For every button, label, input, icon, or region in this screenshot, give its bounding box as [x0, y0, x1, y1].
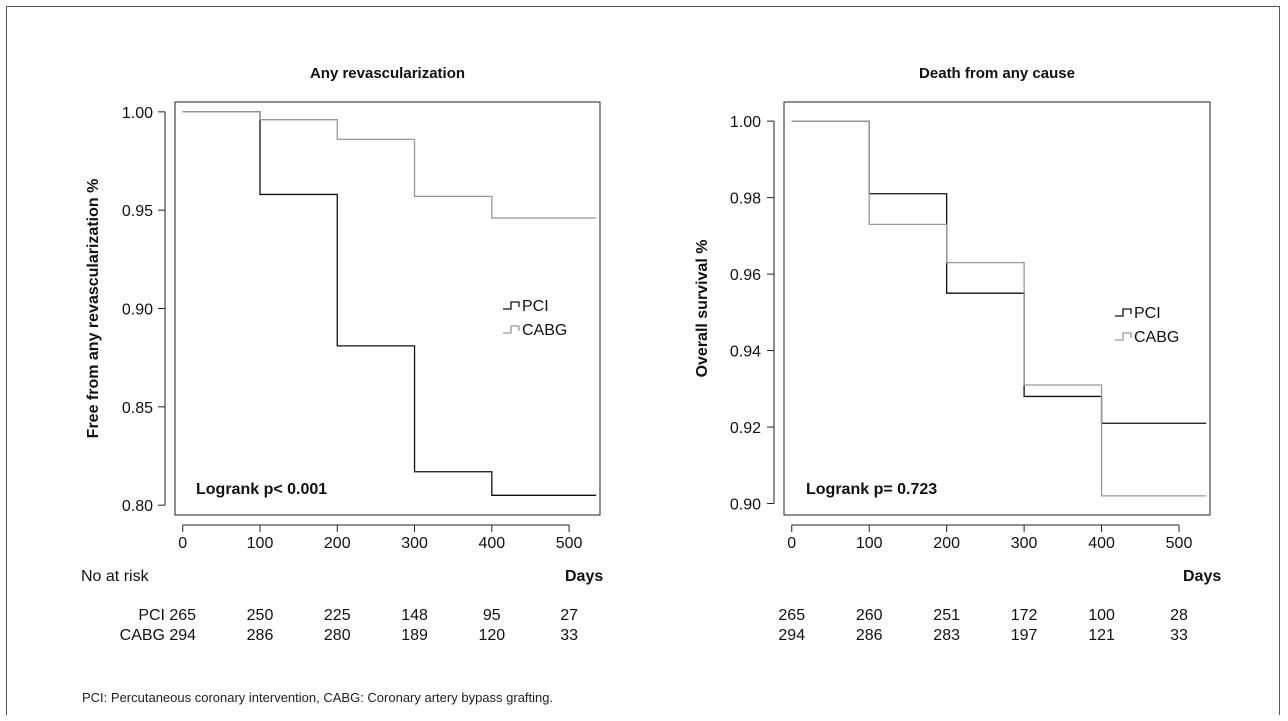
risk-count: 100	[1088, 607, 1115, 624]
y-axis-title: Free from any revascularization %	[85, 179, 102, 439]
y-axis-title: Overall survival %	[694, 240, 711, 378]
x-axis-title: Days	[565, 568, 603, 585]
legend-swatch-cabg	[503, 325, 520, 334]
risk-count: 294	[778, 627, 805, 644]
y-tick-label: 1.00	[730, 114, 761, 131]
risk-count: 286	[856, 627, 883, 644]
risk-count: 197	[1011, 627, 1038, 644]
risk-count: 33	[560, 627, 578, 644]
y-tick-label: 0.80	[122, 498, 153, 515]
y-tick-label: 0.92	[730, 420, 761, 437]
legend-swatch-pci	[1115, 308, 1132, 317]
series-line-pci	[182, 111, 597, 496]
figure-frame	[6, 6, 1280, 715]
risk-count: 286	[247, 627, 274, 644]
logrank-annotation: Logrank p= 0.723	[806, 481, 937, 498]
legend-label-pci: PCI	[1134, 305, 1161, 322]
risk-count: 265	[778, 607, 805, 624]
legend-swatch-pci	[503, 301, 520, 310]
legend-label-cabg: CABG	[522, 322, 567, 339]
x-tick-label: 100	[247, 535, 274, 552]
chart-title: Any revascularization	[310, 65, 465, 82]
risk-count: 260	[856, 607, 883, 624]
y-tick-label: 0.90	[122, 302, 153, 319]
x-tick-label: 200	[324, 535, 351, 552]
risk-count: 294	[169, 627, 196, 644]
risk-count: 172	[1011, 607, 1038, 624]
risk-count: 225	[324, 607, 351, 624]
logrank-annotation: Logrank p< 0.001	[196, 481, 327, 498]
y-tick-label: 1.00	[122, 105, 153, 122]
series-line-cabg	[182, 111, 597, 219]
x-axis-title: Days	[1183, 568, 1221, 585]
risk-row-label: PCI	[138, 607, 165, 624]
x-tick-label: 200	[933, 535, 960, 552]
risk-count: 283	[933, 627, 960, 644]
risk-table-label: No at risk	[81, 568, 150, 585]
risk-count: 250	[247, 607, 274, 624]
legend-swatch-cabg	[1115, 332, 1132, 341]
legend-label-cabg: CABG	[1134, 329, 1179, 346]
plot-area	[174, 101, 601, 516]
risk-count: 28	[1170, 607, 1188, 624]
risk-count: 27	[560, 607, 578, 624]
risk-count: 121	[1088, 627, 1115, 644]
series-line-cabg	[791, 120, 1207, 497]
x-tick-label: 0	[178, 535, 187, 552]
legend-label-pci: PCI	[522, 298, 549, 315]
x-tick-label: 500	[556, 535, 583, 552]
footnote: PCI: Percutaneous coronary intervention,…	[82, 690, 554, 705]
risk-count: 120	[478, 627, 505, 644]
y-tick-label: 0.95	[122, 203, 153, 220]
x-tick-label: 300	[401, 535, 428, 552]
x-tick-label: 500	[1166, 535, 1193, 552]
risk-count: 251	[933, 607, 960, 624]
series-line-pci	[791, 120, 1207, 424]
x-tick-label: 400	[478, 535, 505, 552]
y-tick-label: 0.90	[730, 497, 761, 514]
risk-count: 280	[324, 627, 351, 644]
x-tick-label: 100	[856, 535, 883, 552]
km-chart-1: Any revascularization 0 100 200 300 400 500 1.0…	[81, 65, 603, 644]
y-tick-label: 0.94	[730, 344, 761, 361]
x-tick-label: 300	[1011, 535, 1038, 552]
plot-area	[783, 101, 1211, 516]
km-chart-2: Death from any cause 0 100 200 300 400 500 1.00…	[694, 65, 1221, 644]
y-tick-label: 0.96	[730, 267, 761, 284]
risk-row-label: CABG	[120, 627, 165, 644]
risk-count: 148	[401, 607, 428, 624]
y-tick-label: 0.85	[122, 400, 153, 417]
x-tick-label: 400	[1088, 535, 1115, 552]
y-tick-label: 0.98	[730, 191, 761, 208]
chart-title: Death from any cause	[919, 65, 1075, 82]
x-tick-label: 0	[787, 535, 796, 552]
risk-count: 95	[483, 607, 501, 624]
risk-count: 33	[1170, 627, 1188, 644]
risk-count: 189	[401, 627, 428, 644]
risk-count: 265	[169, 607, 196, 624]
